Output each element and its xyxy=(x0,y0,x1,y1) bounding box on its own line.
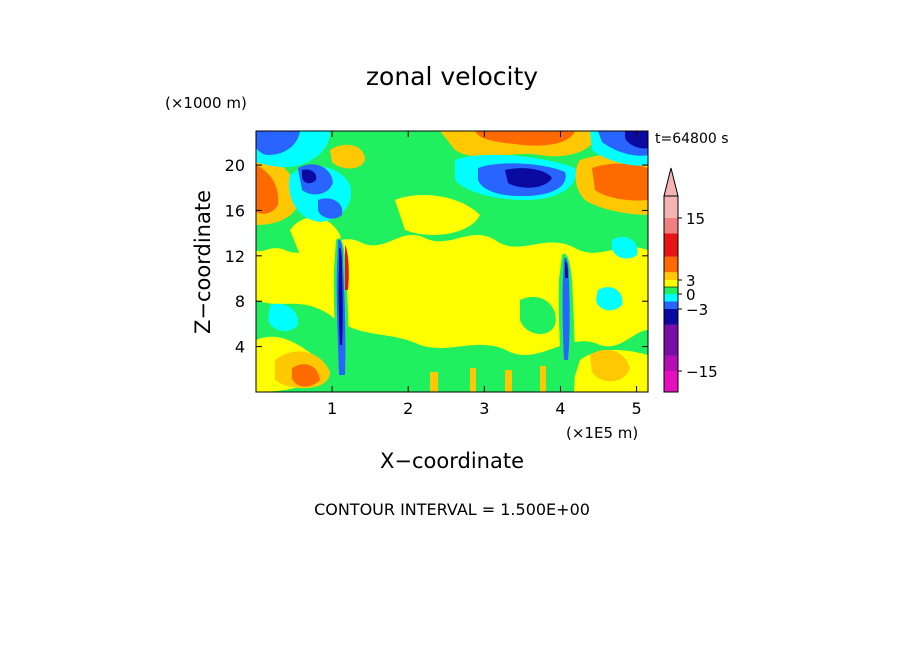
yellow-center-upper xyxy=(395,195,480,235)
green-mid-patch xyxy=(520,296,556,335)
y-tick-label: 4 xyxy=(235,338,245,357)
colorbar: −15 −303 15 xyxy=(663,167,718,393)
x-axis: 1 2 3 4 5 xyxy=(327,131,642,418)
darkblue-upper-center xyxy=(505,168,552,188)
y-unit-label: (×1000 m) xyxy=(165,94,247,112)
x-tick-label: 1 xyxy=(327,399,337,418)
plot-frame xyxy=(255,130,649,393)
column-right-blue xyxy=(562,257,570,360)
colorbar-band xyxy=(664,287,678,294)
yellow-upper-left xyxy=(290,217,341,257)
green-lower-band xyxy=(256,300,648,392)
orange-top-left-spot xyxy=(330,144,365,169)
red-orange-right-jet xyxy=(592,163,648,201)
bottom-streaks xyxy=(430,366,546,392)
colorbar-band xyxy=(664,309,678,325)
blue-top-left xyxy=(256,131,300,155)
y-axis-title: Z−coordinate xyxy=(191,190,215,334)
orange-bottom-right xyxy=(590,349,630,382)
darkblue-regions xyxy=(302,131,648,188)
streak-1 xyxy=(430,372,438,392)
contour-interval-label: CONTOUR INTERVAL = 1.500E+00 xyxy=(314,500,590,519)
y-tick-label: 20 xyxy=(225,156,245,175)
colorbar-band xyxy=(664,294,678,302)
column-left-darkblue xyxy=(338,247,343,345)
colorbar-band xyxy=(664,371,678,392)
cyan-right-mid xyxy=(596,287,623,311)
red-orange-bottom-left xyxy=(292,364,320,387)
colorbar-arrow xyxy=(663,167,679,197)
colorbar-tick-label: 0 xyxy=(686,286,696,304)
y-tick-label: 16 xyxy=(225,201,245,220)
cyan-left-lower xyxy=(268,303,299,332)
colorbar-band xyxy=(664,301,678,309)
x-axis-title: X−coordinate xyxy=(380,449,524,473)
streak-3 xyxy=(505,370,512,392)
colorbar-tick-label: 3 xyxy=(686,272,696,290)
colorbar-tick-label: 15 xyxy=(686,210,705,228)
vertical-columns xyxy=(333,238,575,392)
streak-4 xyxy=(540,366,546,392)
streak-2 xyxy=(470,368,476,392)
column-left-red xyxy=(345,245,349,290)
x-tick-label: 4 xyxy=(555,399,565,418)
blue-left-small xyxy=(318,198,343,219)
time-label: t=64800 s xyxy=(655,131,729,147)
colorbar-band xyxy=(664,280,678,287)
x-tick-label: 3 xyxy=(479,399,489,418)
y-axis: 4 8 12 16 20 xyxy=(225,156,648,357)
darkblue-top-right xyxy=(625,131,648,149)
cyan-right-upper xyxy=(612,236,638,259)
contour-field xyxy=(256,131,648,392)
x-unit-label: (×1E5 m) xyxy=(566,424,638,442)
colorbar-band xyxy=(664,324,678,356)
x-tick-label: 2 xyxy=(403,399,413,418)
y-tick-label: 8 xyxy=(235,292,245,311)
colorbar-tick-label: −15 xyxy=(686,363,718,381)
colorbar-band xyxy=(664,355,678,371)
darkblue-upper-left xyxy=(302,169,317,184)
red-orange-top-center xyxy=(475,131,575,146)
orange-regions xyxy=(256,131,648,389)
colorbar-band xyxy=(664,218,678,234)
colorbar-band xyxy=(664,272,678,280)
x-tick-label: 5 xyxy=(631,399,641,418)
y-tick-label: 12 xyxy=(225,247,245,266)
chart-title: zonal velocity xyxy=(366,62,538,91)
colorbar-tick-label: −3 xyxy=(686,301,708,319)
colorbar-band xyxy=(664,256,678,273)
red-orange-left-jet xyxy=(256,165,279,214)
column-right-darkblue xyxy=(565,261,568,278)
colorbar-band xyxy=(664,196,678,218)
colorbar-band xyxy=(664,233,678,257)
